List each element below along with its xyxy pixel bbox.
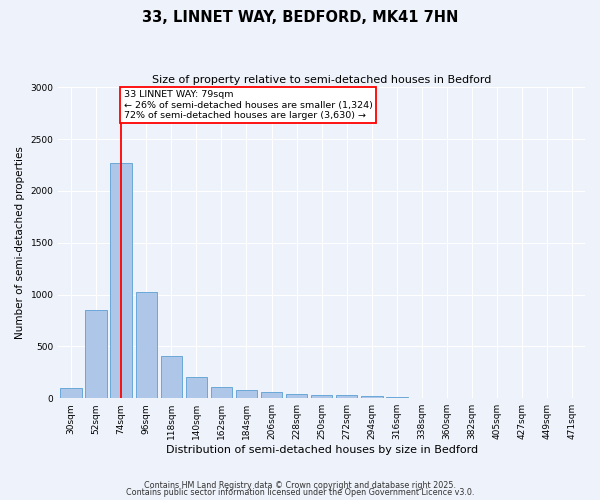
- X-axis label: Distribution of semi-detached houses by size in Bedford: Distribution of semi-detached houses by …: [166, 445, 478, 455]
- Text: 33 LINNET WAY: 79sqm
← 26% of semi-detached houses are smaller (1,324)
72% of se: 33 LINNET WAY: 79sqm ← 26% of semi-detac…: [124, 90, 373, 120]
- Text: Contains public sector information licensed under the Open Government Licence v3: Contains public sector information licen…: [126, 488, 474, 497]
- Bar: [211, 387, 232, 398]
- Bar: [236, 390, 257, 398]
- Text: Contains HM Land Registry data © Crown copyright and database right 2025.: Contains HM Land Registry data © Crown c…: [144, 480, 456, 490]
- Bar: [386, 397, 407, 398]
- Bar: [261, 392, 282, 398]
- Title: Size of property relative to semi-detached houses in Bedford: Size of property relative to semi-detach…: [152, 75, 491, 85]
- Bar: [85, 310, 107, 398]
- Bar: [336, 395, 358, 398]
- Text: 33, LINNET WAY, BEDFORD, MK41 7HN: 33, LINNET WAY, BEDFORD, MK41 7HN: [142, 10, 458, 25]
- Bar: [161, 356, 182, 398]
- Bar: [136, 292, 157, 398]
- Y-axis label: Number of semi-detached properties: Number of semi-detached properties: [15, 146, 25, 339]
- Bar: [110, 163, 132, 398]
- Bar: [60, 388, 82, 398]
- Bar: [286, 394, 307, 398]
- Bar: [361, 396, 383, 398]
- Bar: [311, 394, 332, 398]
- Bar: [185, 378, 207, 398]
